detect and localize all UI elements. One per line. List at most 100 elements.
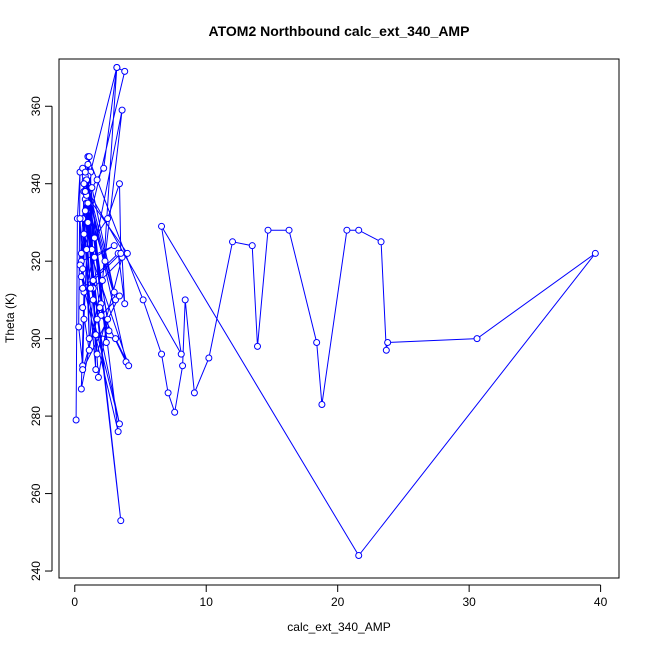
data-point: [121, 300, 129, 308]
data-point: [117, 249, 125, 257]
data-point: [181, 296, 189, 304]
data-point: [76, 215, 84, 223]
data-point: [343, 226, 351, 234]
x-tick-label: 40: [594, 595, 608, 609]
data-point: [248, 242, 256, 250]
data-point: [77, 249, 85, 257]
data-point: [139, 296, 147, 304]
x-tick-label: 0: [71, 595, 78, 609]
y-tick-label: 320: [29, 251, 43, 271]
data-point: [115, 420, 123, 428]
data-point: [85, 153, 93, 161]
y-axis: 240 260 280 300 320 340 360: [29, 96, 53, 581]
x-tick-label: 10: [200, 595, 214, 609]
data-point: [90, 253, 98, 261]
data-point: [158, 350, 166, 358]
y-tick-label: 240: [29, 561, 43, 581]
data-point: [313, 339, 321, 347]
data-point: [81, 187, 89, 195]
data-point: [79, 284, 87, 292]
y-axis-label: Theta (K): [3, 293, 17, 343]
data-point: [118, 106, 126, 114]
data-point: [384, 339, 392, 347]
data-point: [79, 304, 87, 312]
chart-title: ATOM2 Northbound calc_ext_340_AMP: [209, 23, 470, 39]
data-point: [75, 323, 83, 331]
data-point: [591, 249, 599, 257]
data-point: [77, 385, 85, 393]
data-point: [355, 226, 363, 234]
data-point: [80, 180, 88, 188]
data-point: [79, 366, 87, 374]
data-point: [205, 354, 213, 362]
data-point: [92, 331, 100, 339]
data-point: [88, 184, 96, 192]
y-tick-label: 360: [29, 96, 43, 116]
data-point: [93, 176, 101, 184]
data-point: [104, 315, 112, 323]
data-point: [158, 222, 166, 230]
data-point: [115, 180, 123, 188]
data-point: [190, 389, 198, 397]
data-points: [72, 64, 599, 560]
data-point: [382, 346, 390, 354]
data-point: [79, 265, 87, 273]
data-point: [318, 400, 326, 408]
data-point: [93, 350, 101, 358]
data-point: [112, 335, 120, 343]
data-point: [125, 362, 133, 370]
data-point: [84, 199, 92, 207]
series-line: [75, 66, 596, 557]
data-point: [377, 238, 385, 246]
data-point: [110, 288, 118, 296]
y-tick-label: 280: [29, 406, 43, 426]
data-point: [84, 160, 92, 168]
data-point: [113, 64, 121, 72]
data-point: [81, 207, 89, 215]
data-point: [85, 335, 93, 343]
data-point: [81, 168, 89, 176]
data-point: [84, 218, 92, 226]
x-axis-label: calc_ext_340_AMP: [287, 620, 390, 634]
data-point: [100, 164, 108, 172]
data-point: [96, 304, 104, 312]
connector-lines: [75, 66, 596, 557]
data-point: [121, 67, 129, 75]
y-tick-label: 340: [29, 173, 43, 193]
data-point: [92, 366, 100, 374]
data-point: [253, 342, 261, 350]
y-tick-label: 300: [29, 328, 43, 348]
data-point: [93, 315, 101, 323]
data-point: [117, 517, 125, 525]
data-point: [72, 416, 80, 424]
data-point: [177, 350, 185, 358]
data-point: [115, 292, 123, 300]
data-point: [90, 234, 98, 242]
plot-area: [58, 58, 620, 579]
data-point: [285, 226, 293, 234]
data-point: [98, 277, 106, 285]
x-tick-label: 20: [331, 595, 345, 609]
data-point: [355, 552, 363, 560]
data-point: [102, 339, 110, 347]
data-point: [164, 389, 172, 397]
data-point: [94, 373, 102, 381]
data-point: [264, 226, 272, 234]
data-point: [123, 249, 131, 257]
x-axis: 0 10 20 30 40: [71, 584, 608, 609]
y-tick-label: 260: [29, 483, 43, 503]
data-point: [85, 346, 93, 354]
data-point: [473, 335, 481, 343]
data-point: [110, 242, 118, 250]
x-tick-label: 30: [462, 595, 476, 609]
data-point: [101, 257, 109, 265]
plot-frame: [58, 58, 620, 579]
data-point: [104, 215, 112, 223]
data-point: [77, 273, 85, 281]
data-point: [171, 408, 179, 416]
data-point: [229, 238, 237, 246]
data-point: [89, 277, 97, 285]
data-point: [83, 246, 91, 254]
